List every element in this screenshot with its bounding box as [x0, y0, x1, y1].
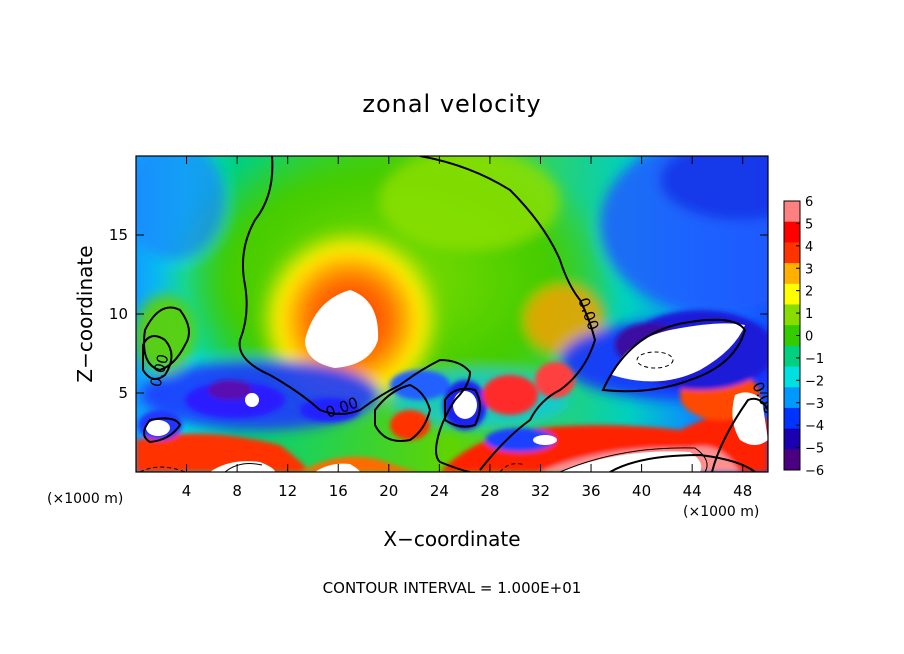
- colorbar-tick-label: 4: [805, 240, 813, 255]
- colorbar-tick-label: −6: [805, 464, 824, 479]
- colorbar-tick-label: −1: [805, 352, 824, 367]
- colorbar-swatch: [784, 366, 800, 388]
- colorbar-swatch: [784, 345, 800, 368]
- colorbar-tick-label: −2: [805, 374, 824, 389]
- colorbar-swatch: [784, 201, 800, 223]
- colorbar-swatch: [784, 428, 800, 450]
- colorbar-swatch: [784, 221, 800, 243]
- colorbar-tick-label: 1: [805, 307, 813, 322]
- thin-contours: [224, 447, 708, 472]
- colorbar-swatch: [784, 325, 800, 347]
- x-tick-label: 4: [182, 482, 192, 500]
- x-tick-label: 44: [683, 482, 702, 500]
- x-tick-label: 24: [430, 482, 449, 500]
- velocity-field: 0.00 0.00 0.00 0.00: [136, 156, 768, 472]
- x-tick-label: 36: [581, 482, 600, 500]
- x-tick-label: 48: [733, 482, 752, 500]
- colorbar-swatch: [784, 387, 800, 409]
- colorbar-tick-label: 2: [805, 285, 813, 300]
- x-unit-left: (×1000 m): [47, 491, 123, 507]
- y-tick-label: 10: [109, 305, 128, 323]
- zero-contours: [142, 156, 768, 472]
- chart-title: zonal velocity: [362, 90, 541, 118]
- x-tick-label: 28: [480, 482, 499, 500]
- x-tick-label: 8: [232, 482, 242, 500]
- x-tick-label: 40: [632, 482, 651, 500]
- x-tick-label: 12: [278, 482, 297, 500]
- negative-contours: [139, 351, 674, 472]
- colorbar-tick-label: −5: [805, 442, 824, 457]
- colorbar-tick-label: 5: [805, 217, 813, 232]
- y-axis-ticks: 5 10 15: [109, 226, 768, 402]
- x-unit-right: (×1000 m): [683, 504, 759, 520]
- x-tick-label: 32: [531, 482, 550, 500]
- colorbar-swatch: [784, 304, 800, 326]
- colorbar: 6 5 4 3 2 1 0 −1 −2 −3 −4 −5 −6: [783, 195, 824, 479]
- contour-interval-note: CONTOUR INTERVAL = 1.000E+01: [323, 579, 582, 597]
- colorbar-tick-label: −3: [805, 397, 824, 412]
- colorbar-tick-label: −4: [805, 419, 824, 434]
- x-axis-ticks: 4 8 12 16 20 24 28 32 36 40 44 48: [182, 156, 752, 500]
- colorbar-tick-label: 6: [805, 195, 813, 210]
- y-axis-label: Z−coordinate: [73, 245, 97, 382]
- y-tick-label: 15: [109, 226, 128, 244]
- y-tick-label: 5: [118, 384, 128, 402]
- colorbar-swatch: [784, 407, 800, 430]
- x-tick-label: 16: [329, 482, 348, 500]
- colorbar-swatch: [784, 263, 800, 285]
- colorbar-swatch: [784, 449, 800, 471]
- colorbar-swatch: [784, 242, 800, 264]
- x-tick-label: 20: [379, 482, 398, 500]
- x-axis-label: X−coordinate: [383, 527, 520, 551]
- colorbar-tick-label: 0: [805, 330, 813, 345]
- colorbar-swatch: [784, 283, 800, 305]
- colorbar-tick-label: 3: [805, 262, 813, 277]
